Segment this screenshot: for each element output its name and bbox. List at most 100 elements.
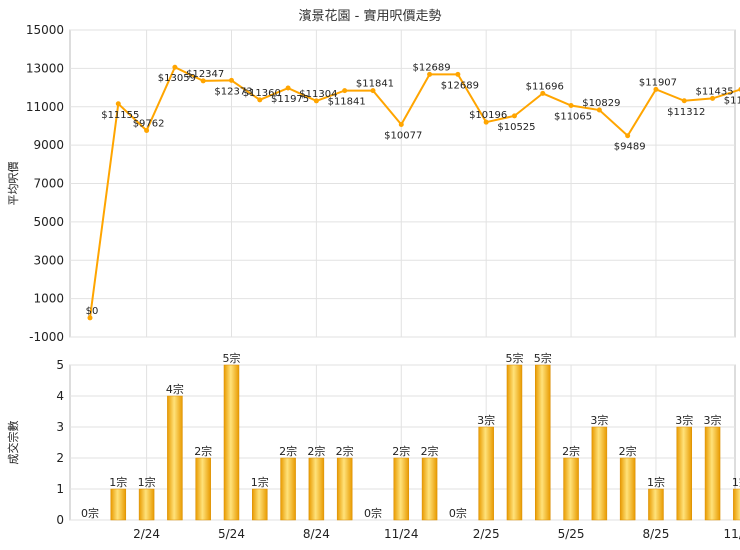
- price-point-label: $11907: [724, 95, 740, 106]
- transaction-bar: [619, 457, 636, 521]
- transaction-bar: [280, 457, 296, 521]
- transaction-bar-label: 2宗: [562, 444, 580, 458]
- transaction-bar-label: 2宗: [619, 444, 637, 458]
- transaction-bar: [591, 426, 608, 521]
- transaction-bar-label: 4宗: [166, 382, 184, 396]
- transaction-bar: [308, 457, 325, 521]
- price-point-label: $11435: [695, 86, 733, 97]
- transaction-bar-label: 2宗: [336, 444, 354, 458]
- price-point: [681, 98, 687, 104]
- price-point: [596, 107, 602, 113]
- transaction-bar-label: 3宗: [590, 413, 608, 427]
- transaction-bar: [110, 488, 127, 521]
- transaction-bar-label: 5宗: [534, 351, 552, 365]
- transaction-bar-label: 0宗: [364, 506, 382, 520]
- top-y-axis-label: 平均呎價: [6, 162, 20, 206]
- top-y-tick-label: -1000: [29, 330, 64, 344]
- price-point: [115, 101, 121, 107]
- x-tick-label: 2/24: [133, 527, 160, 541]
- x-tick-label: 11/25: [724, 527, 740, 541]
- price-point: [540, 90, 546, 96]
- price-point-label: $11304: [299, 89, 337, 100]
- transaction-bar: [393, 457, 410, 521]
- top-y-tick-label: 9000: [33, 138, 64, 152]
- transaction-bar-label: 1宗: [251, 475, 269, 489]
- bottom-y-tick-label: 2: [56, 451, 64, 465]
- x-tick-label: 2/25: [473, 527, 500, 541]
- transaction-bar-label: 1宗: [138, 475, 156, 489]
- transaction-bar-label: 1宗: [647, 475, 665, 489]
- transaction-bar: [223, 364, 240, 521]
- transaction-bar: [195, 457, 211, 521]
- transaction-bar: [252, 488, 268, 521]
- price-series-line: [89, 65, 740, 318]
- bottom-y-tick-label: 0: [56, 513, 64, 527]
- price-point: [653, 86, 659, 92]
- transaction-bar-label: 1宗: [109, 475, 127, 489]
- price-point: [370, 88, 376, 94]
- transaction-bar-label: 3宗: [704, 413, 722, 427]
- x-tick-label: 5/25: [558, 527, 585, 541]
- price-point-label: $11155: [101, 110, 139, 121]
- transaction-bar: [648, 488, 664, 521]
- bottom-y-axis-label: 成交宗數: [6, 421, 20, 465]
- transaction-bar: [535, 364, 551, 521]
- transaction-bar-label: 1宗: [732, 475, 740, 489]
- price-point: [285, 85, 291, 91]
- transaction-bar: [704, 426, 721, 521]
- transaction-bar: [167, 395, 183, 521]
- price-point-label: $12347: [186, 69, 224, 80]
- price-point: [172, 64, 178, 70]
- price-point: [228, 77, 234, 83]
- price-point-label: $11841: [356, 79, 394, 90]
- transaction-bar: [421, 457, 438, 521]
- price-point-label: $11312: [667, 107, 705, 118]
- transaction-bar-label: 5宗: [505, 351, 523, 365]
- price-point-label: $13059: [158, 73, 196, 84]
- bottom-y-tick-label: 5: [56, 358, 64, 372]
- price-point-label: $0: [86, 306, 99, 317]
- top-y-tick-label: 11000: [26, 100, 64, 114]
- price-point: [427, 71, 433, 77]
- price-point-label: $10077: [384, 130, 422, 141]
- price-point: [144, 128, 150, 134]
- transaction-bar-label: 2宗: [279, 444, 297, 458]
- transaction-bar-label: 5宗: [222, 351, 240, 365]
- top-y-tick-label: 13000: [26, 61, 64, 75]
- chart-title: 濱景花園 - 實用呎價走勢: [299, 8, 442, 24]
- x-tick-label: 8/25: [642, 527, 669, 541]
- transaction-bar: [506, 364, 523, 521]
- price-point-label: $10196: [469, 110, 507, 121]
- price-point: [568, 103, 574, 109]
- price-point: [398, 121, 404, 127]
- price-point-label: $12373: [214, 86, 252, 97]
- price-line-chart: -1000 1000 3000 5000 7000 9000 11000 13000 15000…: [6, 23, 740, 344]
- top-y-tick-label: 3000: [33, 253, 64, 267]
- price-point-label: $10829: [582, 98, 620, 109]
- price-point-label: $9489: [614, 142, 646, 153]
- price-point: [257, 97, 263, 103]
- transaction-bar-label: 0宗: [449, 506, 467, 520]
- transaction-bar-label: 3宗: [675, 413, 693, 427]
- price-point: [342, 88, 348, 94]
- price-point-label: $10525: [497, 122, 535, 133]
- transaction-bar: [676, 426, 693, 521]
- transaction-bar-label: 2宗: [307, 444, 325, 458]
- transaction-bar: [733, 488, 740, 521]
- x-tick-label: 11/24: [384, 527, 419, 541]
- price-point: [625, 133, 631, 139]
- transaction-bar-label: 2宗: [392, 444, 410, 458]
- top-y-tick-label: 7000: [33, 177, 64, 191]
- top-y-tick-label: 15000: [26, 23, 64, 37]
- transaction-bar: [563, 457, 579, 521]
- price-point: [483, 119, 489, 125]
- price-point: [313, 98, 319, 104]
- price-point-label: $11360: [243, 88, 281, 99]
- price-point: [455, 71, 461, 77]
- price-point: [710, 95, 716, 101]
- price-point-label: $11696: [526, 81, 564, 92]
- bottom-y-tick-label: 4: [56, 389, 64, 403]
- x-tick-label: 5/24: [218, 527, 245, 541]
- transaction-bar-label: 2宗: [194, 444, 212, 458]
- price-point-label: $11907: [639, 77, 677, 88]
